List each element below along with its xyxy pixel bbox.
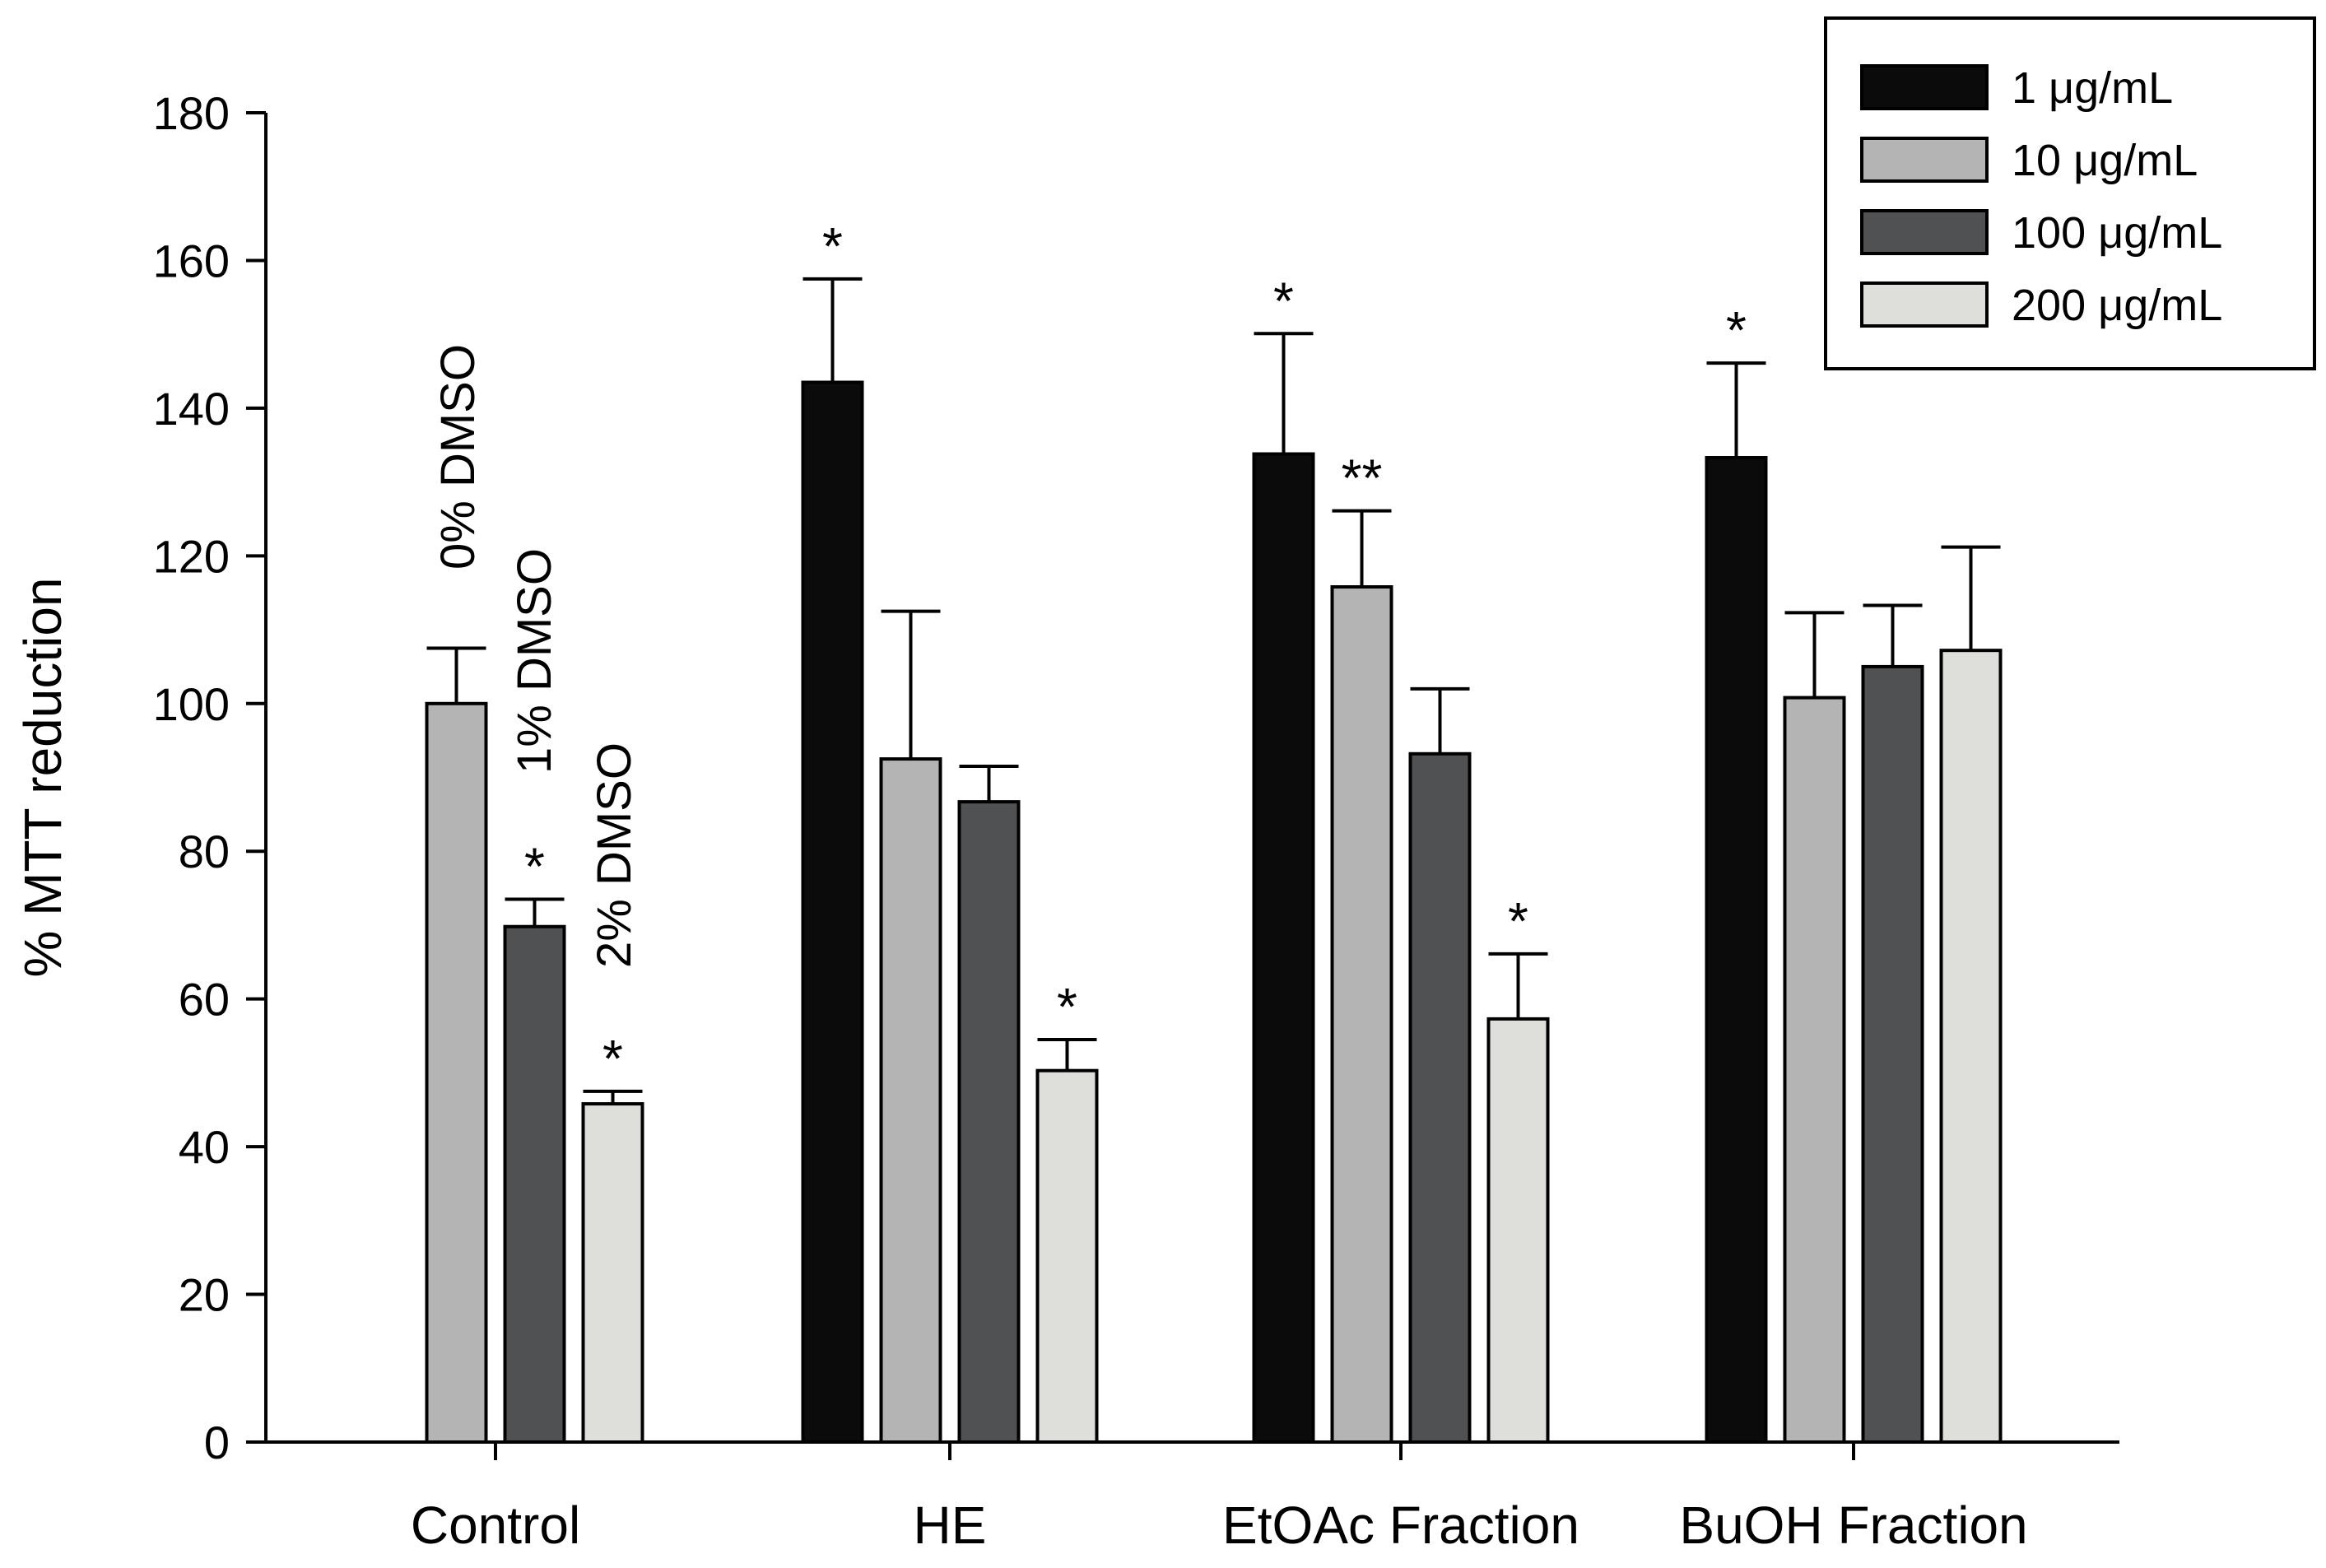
dmso-annotation: 0% DMSO <box>431 344 485 570</box>
bar <box>801 380 864 1445</box>
bar <box>1330 585 1393 1444</box>
legend-swatch <box>1860 209 1989 255</box>
significance-marker: ** <box>1342 449 1383 508</box>
bar <box>1252 452 1315 1444</box>
legend-label: 1 μg/mL <box>2012 63 2173 113</box>
bar <box>1783 696 1846 1444</box>
bar <box>1705 456 1768 1444</box>
significance-marker: * <box>1057 977 1077 1036</box>
axes: 0 20 40 60 80 100 120 140 160 180 Control HE EtOAc F… <box>13 87 2119 1555</box>
bar <box>1861 664 1924 1444</box>
significance-marker: * <box>1726 300 1747 360</box>
category-label: HE <box>914 1496 987 1555</box>
y-tick-label: 60 <box>179 974 230 1026</box>
dmso-annotation: 2% DMSO <box>588 742 641 968</box>
category-label: Control <box>411 1496 580 1555</box>
legend: 1 μg/mL 10 μg/mL 100 μg/mL 200 μg/mL <box>1824 16 2316 370</box>
bar <box>1035 1068 1099 1445</box>
legend-swatch <box>1860 281 1989 328</box>
y-tick-label: 180 <box>153 87 230 139</box>
y-tick-label: 20 <box>179 1269 230 1321</box>
y-tick-label: 80 <box>179 826 230 877</box>
legend-label: 200 μg/mL <box>2012 281 2222 330</box>
significance-marker: * <box>1273 271 1294 330</box>
category-label: EtOAc Fraction <box>1222 1496 1579 1555</box>
legend-swatch <box>1860 137 1989 183</box>
dmso-annotation: 1% DMSO <box>508 548 561 774</box>
y-tick-label: 140 <box>153 383 230 435</box>
legend-label: 100 μg/mL <box>2012 208 2222 258</box>
bar <box>879 757 942 1444</box>
legend-label: 10 μg/mL <box>2012 136 2198 185</box>
y-tick-label: 40 <box>179 1121 230 1173</box>
significance-marker: * <box>1508 891 1528 951</box>
y-tick-label: 120 <box>153 530 230 582</box>
bar <box>425 701 488 1444</box>
category-label: BuOH Fraction <box>1679 1496 2027 1555</box>
bar <box>503 924 566 1444</box>
y-tick-label: 160 <box>153 235 230 286</box>
legend-swatch <box>1860 64 1989 110</box>
bar <box>1486 1017 1550 1445</box>
bar <box>957 800 1021 1444</box>
significance-marker: * <box>602 1029 623 1088</box>
y-axis-title: % MTT reduction <box>13 577 72 977</box>
y-tick-label: 100 <box>153 678 230 730</box>
bar <box>1408 751 1472 1444</box>
bar <box>581 1102 644 1445</box>
bars <box>425 277 2003 1445</box>
significance-marker: * <box>822 216 843 276</box>
significance-marker: * <box>524 837 545 896</box>
y-tick-label: 0 <box>204 1417 230 1468</box>
bar <box>1939 649 2003 1444</box>
